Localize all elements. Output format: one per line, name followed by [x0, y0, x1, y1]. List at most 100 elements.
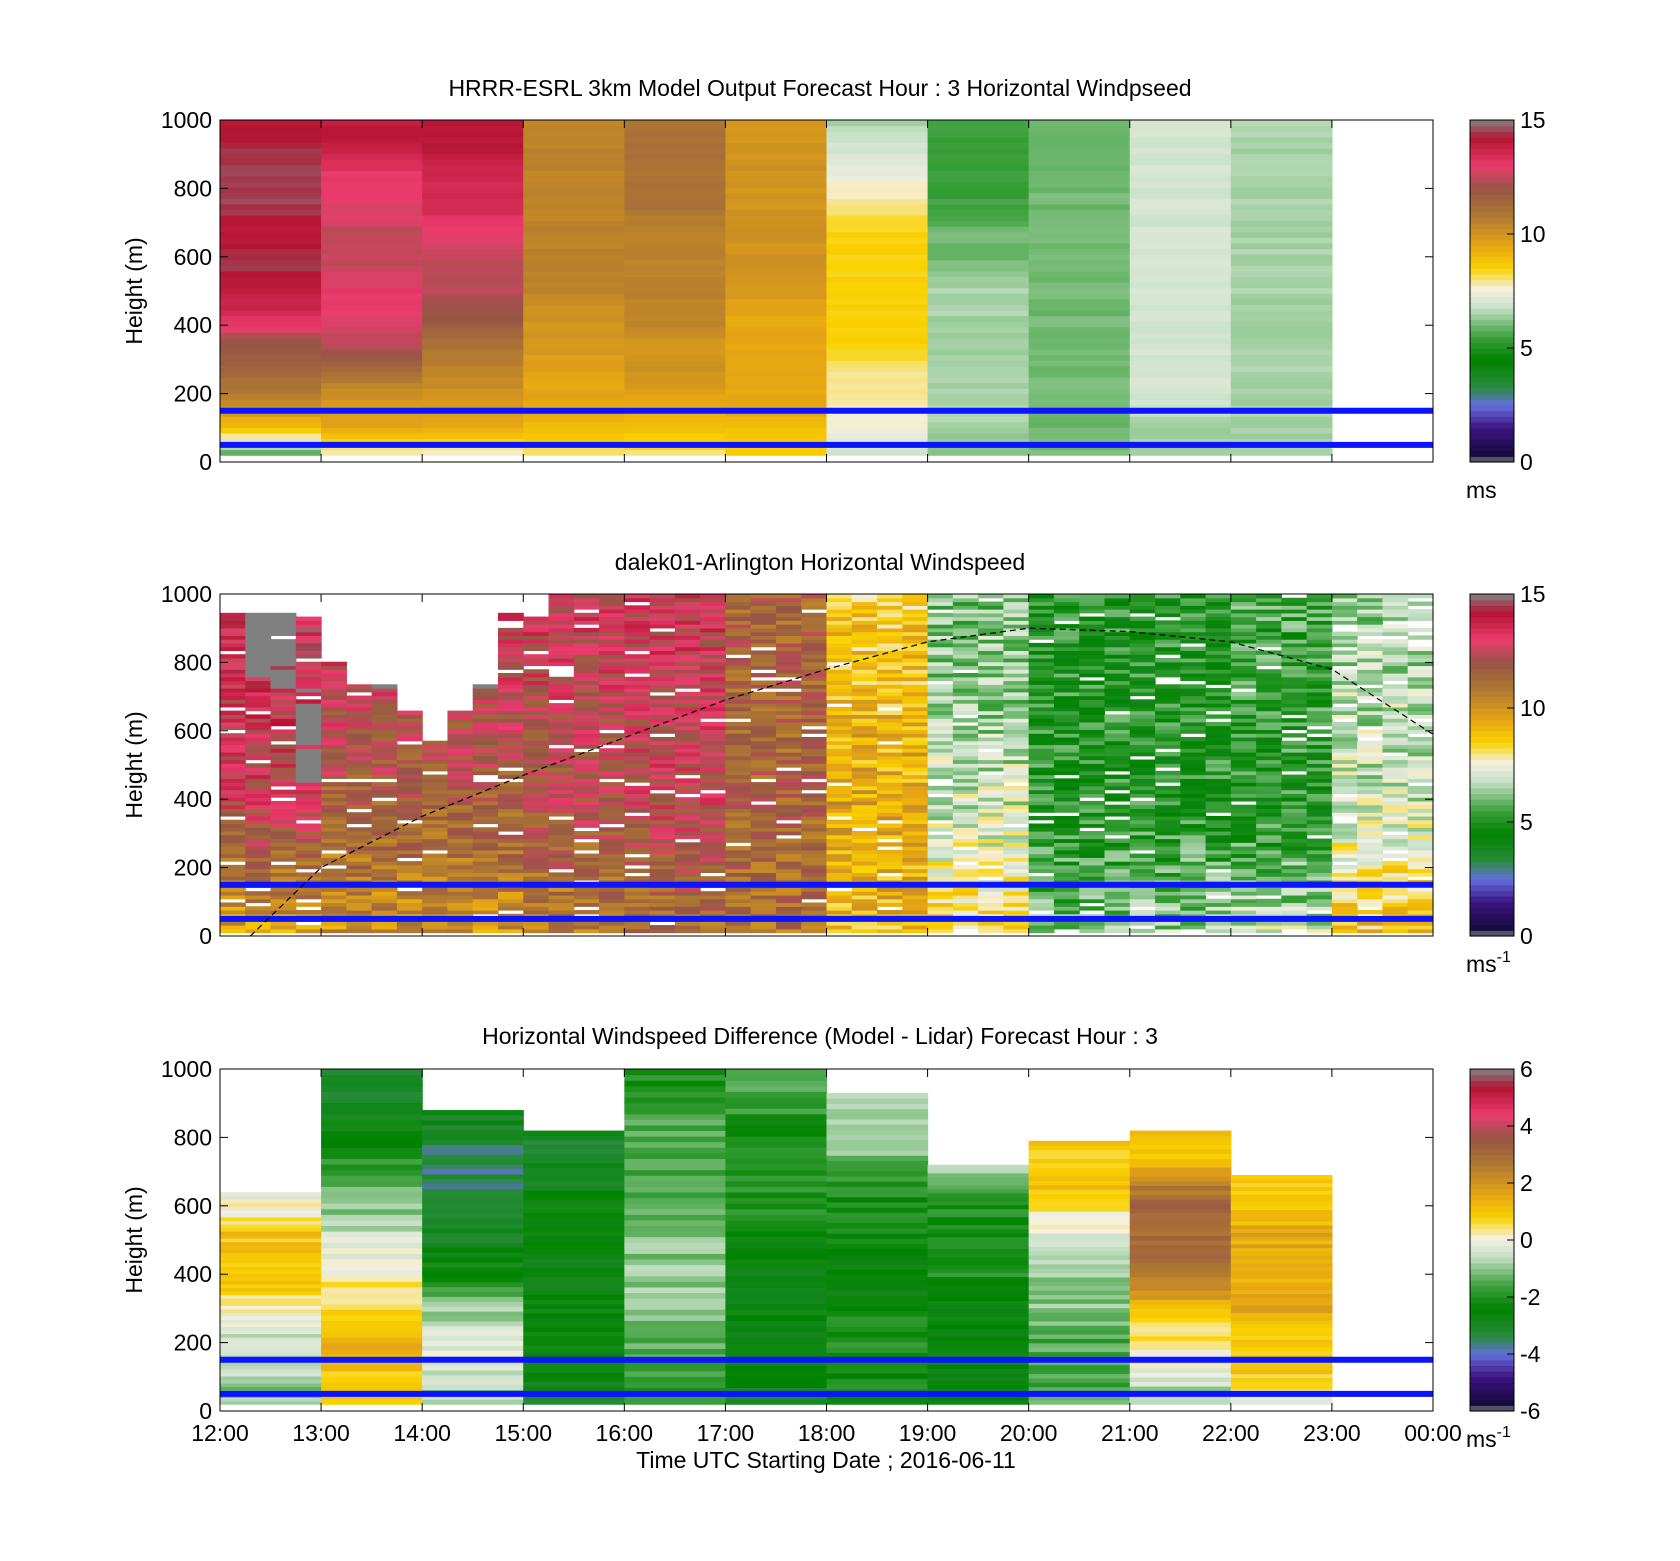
- heatmap-cell: [1407, 891, 1434, 896]
- heatmap-cell: [422, 1394, 524, 1400]
- heatmap-cell: [1230, 304, 1333, 311]
- heatmap-cell: [472, 752, 499, 757]
- heatmap-cell: [624, 800, 651, 806]
- heatmap-cell: [422, 1315, 524, 1322]
- heatmap-cell: [1104, 706, 1131, 712]
- heatmap-cell: [422, 270, 524, 278]
- heatmap-cell: [548, 827, 575, 832]
- heatmap-cell: [472, 838, 499, 843]
- colorbar-segment: [1470, 131, 1514, 138]
- heatmap-cell: [295, 616, 322, 621]
- heatmap-cell: [649, 898, 676, 904]
- heatmap-cell: [422, 220, 524, 227]
- heatmap-cell: [978, 815, 1004, 821]
- heatmap-cell: [826, 421, 929, 428]
- heatmap-cell: [674, 902, 701, 907]
- heatmap-cell: [523, 691, 550, 697]
- heatmap-cell: [877, 827, 903, 832]
- heatmap-cell: [497, 740, 524, 746]
- heatmap-cell: [321, 800, 347, 806]
- heatmap-cell: [523, 676, 550, 682]
- heatmap-cell: [877, 812, 903, 817]
- heatmap-cell: [1256, 691, 1282, 697]
- heatmap-cell: [422, 906, 449, 911]
- heatmap-cell: [1281, 891, 1308, 896]
- heatmap-cell: [877, 868, 903, 873]
- heatmap-cell: [826, 136, 929, 143]
- heatmap-cell: [396, 928, 423, 934]
- heatmap-cell: [1003, 691, 1030, 697]
- heatmap-cell: [245, 654, 272, 659]
- heatmap-cell: [422, 192, 524, 199]
- heatmap-cell: [1079, 921, 1106, 926]
- heatmap-cell: [245, 691, 272, 697]
- heatmap-cell: [649, 834, 676, 840]
- heatmap-cell: [725, 669, 752, 674]
- heatmap-cell: [725, 819, 752, 825]
- heatmap-cell: [1053, 624, 1080, 629]
- heatmap-cell: [321, 1219, 423, 1227]
- heatmap-cell: [1053, 925, 1080, 930]
- colorbar-tick-label: 10: [1520, 695, 1546, 721]
- heatmap-cell: [1129, 287, 1232, 294]
- colorbar-segment: [1470, 810, 1514, 817]
- heatmap-cell: [371, 906, 398, 911]
- heatmap-cell: [1155, 639, 1181, 644]
- heatmap-cell: [1205, 688, 1232, 693]
- heatmap-cell: [952, 752, 979, 757]
- heatmap-cell: [321, 421, 423, 428]
- colorbar-segment: [1470, 268, 1514, 275]
- heatmap-cell: [1230, 147, 1333, 155]
- heatmap-cell: [826, 872, 853, 877]
- heatmap-cell: [472, 785, 499, 791]
- heatmap-cell: [548, 594, 575, 599]
- heatmap-cell: [927, 842, 954, 847]
- colorbar-segment: [1470, 399, 1514, 406]
- heatmap-cell: [1028, 601, 1055, 606]
- heatmap-cell: [700, 612, 727, 618]
- heatmap-cell: [497, 770, 524, 776]
- heatmap-cell: [1357, 876, 1384, 881]
- heatmap-cell: [1079, 646, 1106, 652]
- heatmap-cell: [447, 718, 474, 723]
- heatmap-cell: [295, 721, 322, 727]
- heatmap-cell: [548, 695, 575, 700]
- heatmap-cell: [220, 831, 246, 836]
- heatmap-cell: [624, 838, 651, 843]
- heatmap-cell: [1079, 661, 1106, 667]
- heatmap-cell: [1407, 770, 1434, 776]
- heatmap-cell: [1230, 767, 1257, 772]
- heatmap-cell: [220, 654, 246, 659]
- heatmap-cell: [674, 752, 701, 757]
- heatmap-cell: [1129, 800, 1156, 806]
- heatmap-cell: [700, 864, 727, 870]
- heatmap-cell: [1230, 624, 1257, 629]
- heatmap-cell: [1053, 676, 1080, 682]
- heatmap-cell: [952, 650, 979, 655]
- heatmap-cell: [1053, 898, 1080, 904]
- colorbar-segment: [1470, 405, 1514, 412]
- heatmap-cell: [952, 729, 979, 734]
- heatmap-cell: [472, 699, 499, 704]
- heatmap-cell: [877, 804, 903, 810]
- heatmap-cell: [1155, 631, 1181, 636]
- heatmap-cell: [346, 887, 373, 892]
- heatmap-cell: [1129, 793, 1156, 798]
- heatmap-cell: [548, 627, 575, 633]
- heatmap-cell: [826, 153, 929, 160]
- heatmap-cell: [371, 759, 398, 764]
- heatmap-cell: [952, 819, 979, 825]
- heatmap-cell: [573, 718, 600, 723]
- heatmap-cell: [523, 898, 550, 904]
- heatmap-cell: [674, 601, 701, 606]
- heatmap-cell: [321, 388, 423, 395]
- heatmap-cell: [1331, 597, 1358, 603]
- heatmap-cell: [1306, 601, 1333, 606]
- heatmap-cell: [927, 298, 1030, 305]
- heatmap-cell: [700, 898, 727, 904]
- heatmap-cell: [1028, 725, 1055, 731]
- heatmap-cell: [422, 131, 524, 138]
- heatmap-cell: [801, 785, 828, 791]
- heatmap-cell: [1382, 639, 1409, 644]
- heatmap-cell: [422, 298, 524, 305]
